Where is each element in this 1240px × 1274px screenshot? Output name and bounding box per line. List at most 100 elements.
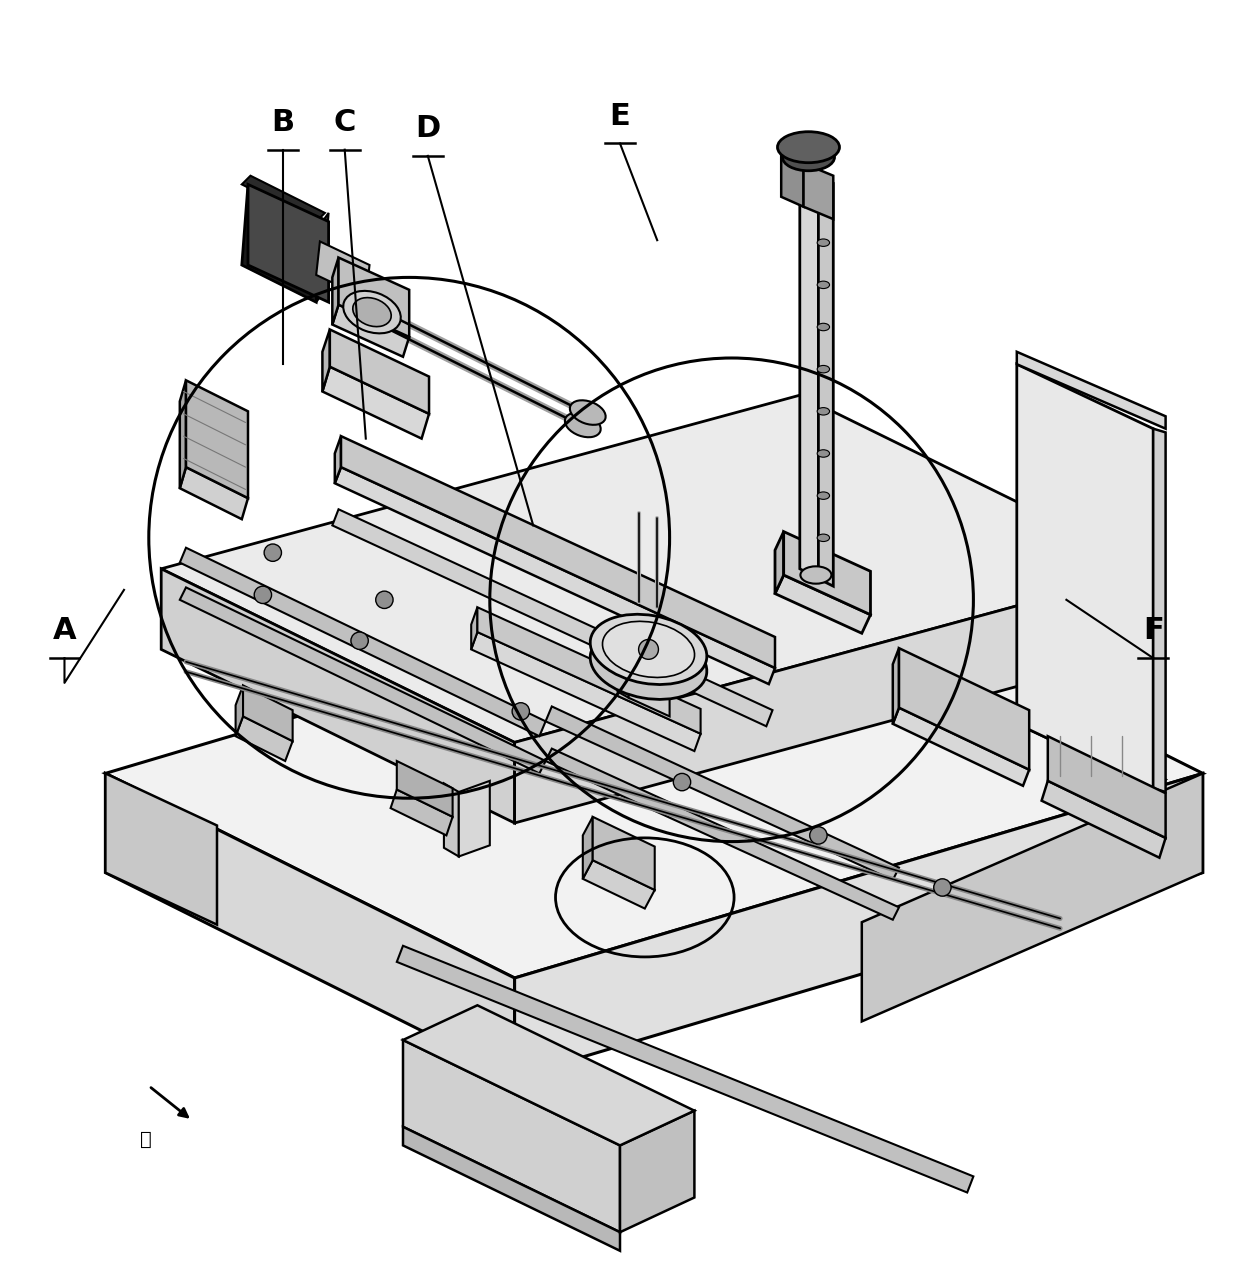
Polygon shape	[332, 510, 773, 726]
Polygon shape	[335, 468, 775, 684]
Polygon shape	[804, 163, 833, 219]
Ellipse shape	[570, 400, 605, 424]
Ellipse shape	[817, 408, 830, 415]
Polygon shape	[620, 1111, 694, 1232]
Polygon shape	[781, 153, 804, 206]
Circle shape	[264, 544, 281, 562]
Text: D: D	[415, 115, 440, 143]
Polygon shape	[180, 381, 186, 488]
Polygon shape	[893, 648, 899, 724]
Polygon shape	[180, 587, 546, 773]
Polygon shape	[397, 945, 973, 1192]
Polygon shape	[618, 647, 629, 698]
Ellipse shape	[590, 629, 707, 699]
Polygon shape	[899, 648, 1029, 769]
Polygon shape	[784, 531, 870, 614]
Polygon shape	[471, 632, 701, 752]
Text: 前: 前	[140, 1130, 153, 1149]
Polygon shape	[322, 367, 429, 438]
Polygon shape	[105, 773, 217, 925]
Polygon shape	[515, 568, 1153, 823]
Ellipse shape	[817, 282, 830, 288]
Ellipse shape	[817, 366, 830, 373]
Polygon shape	[459, 781, 490, 856]
Text: E: E	[610, 102, 630, 131]
Polygon shape	[1042, 781, 1166, 857]
Polygon shape	[242, 176, 325, 222]
Polygon shape	[546, 707, 899, 880]
Polygon shape	[316, 213, 329, 302]
Ellipse shape	[817, 324, 830, 331]
Ellipse shape	[343, 290, 401, 334]
Ellipse shape	[353, 298, 391, 326]
Polygon shape	[775, 531, 784, 594]
Polygon shape	[105, 773, 515, 1078]
Polygon shape	[335, 436, 341, 483]
Polygon shape	[391, 790, 453, 836]
Polygon shape	[397, 761, 453, 817]
Ellipse shape	[817, 450, 830, 457]
Ellipse shape	[777, 131, 839, 163]
Polygon shape	[341, 436, 775, 668]
Polygon shape	[862, 773, 1203, 1022]
Polygon shape	[1048, 736, 1166, 838]
Polygon shape	[775, 575, 870, 633]
Polygon shape	[444, 784, 459, 856]
Polygon shape	[515, 773, 1203, 1078]
Polygon shape	[583, 817, 593, 879]
Polygon shape	[593, 817, 655, 891]
Polygon shape	[332, 304, 409, 357]
Polygon shape	[1017, 364, 1153, 789]
Polygon shape	[332, 257, 339, 325]
Ellipse shape	[817, 240, 830, 246]
Circle shape	[934, 879, 951, 896]
Circle shape	[254, 586, 272, 604]
Polygon shape	[546, 749, 899, 920]
Ellipse shape	[782, 144, 835, 171]
Ellipse shape	[565, 413, 600, 437]
Polygon shape	[186, 381, 248, 498]
Polygon shape	[316, 242, 370, 298]
Polygon shape	[105, 568, 1203, 978]
Polygon shape	[236, 685, 243, 736]
Text: C: C	[334, 108, 356, 136]
Polygon shape	[180, 468, 248, 520]
Polygon shape	[1017, 352, 1166, 428]
Polygon shape	[403, 1040, 620, 1232]
Text: F: F	[1143, 617, 1163, 646]
Polygon shape	[471, 608, 477, 650]
Polygon shape	[800, 166, 818, 578]
Text: A: A	[52, 617, 77, 646]
Polygon shape	[330, 330, 429, 414]
Polygon shape	[161, 568, 515, 823]
Circle shape	[673, 773, 691, 791]
Circle shape	[639, 640, 658, 660]
Polygon shape	[893, 707, 1029, 786]
Circle shape	[512, 703, 529, 720]
Polygon shape	[818, 176, 833, 586]
Circle shape	[376, 591, 393, 609]
Polygon shape	[243, 685, 293, 741]
Circle shape	[810, 827, 827, 845]
Polygon shape	[403, 1126, 620, 1251]
Polygon shape	[161, 395, 1153, 743]
Polygon shape	[180, 548, 546, 736]
Ellipse shape	[817, 492, 830, 499]
Ellipse shape	[817, 534, 830, 541]
Polygon shape	[339, 257, 409, 336]
Ellipse shape	[801, 567, 832, 583]
Text: B: B	[272, 108, 294, 136]
Polygon shape	[242, 185, 322, 302]
Polygon shape	[629, 654, 670, 716]
Polygon shape	[236, 716, 293, 761]
Polygon shape	[322, 330, 330, 391]
Polygon shape	[583, 860, 655, 908]
Ellipse shape	[590, 614, 707, 684]
Circle shape	[351, 632, 368, 650]
Polygon shape	[1017, 715, 1166, 789]
Polygon shape	[248, 185, 329, 302]
Polygon shape	[403, 1005, 694, 1145]
Polygon shape	[477, 608, 701, 734]
Ellipse shape	[603, 622, 694, 678]
Polygon shape	[1153, 428, 1166, 792]
